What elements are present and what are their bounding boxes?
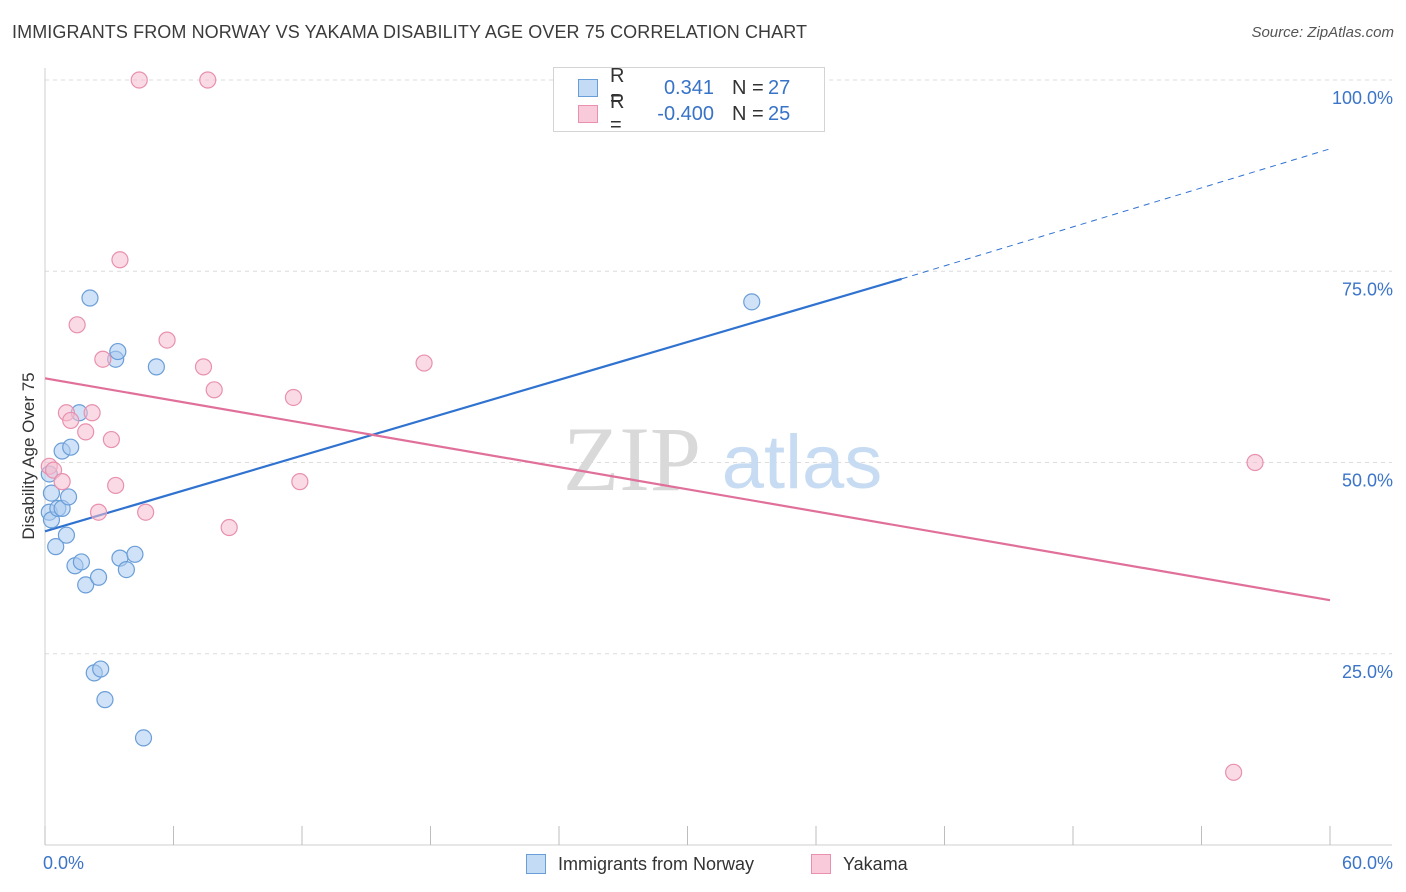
point-norway	[743, 293, 761, 311]
y-tick-label: 50.0%	[1342, 471, 1393, 491]
axes	[44, 68, 1392, 846]
y-tick-label: 75.0%	[1342, 279, 1393, 299]
legend-r-value: -0.400	[657, 102, 714, 125]
point-yakama	[158, 331, 176, 349]
trend-line-norway-extension	[901, 148, 1331, 280]
point-yakama	[107, 476, 125, 495]
point-norway	[96, 691, 114, 709]
point-yakama	[220, 518, 238, 537]
bottom-legend-norway: Immigrants from Norway	[526, 852, 754, 876]
point-yakama	[111, 251, 129, 269]
bottom-legend-label-yakama: Yakama	[843, 853, 908, 874]
bottom-legend-yakama: Yakama	[811, 852, 908, 876]
legend-r-label: R =	[610, 91, 625, 136]
bottom-legend-swatch-yakama	[811, 854, 831, 874]
trend-line-yakama	[44, 377, 1331, 602]
point-norway	[47, 538, 65, 556]
point-yakama	[1225, 763, 1243, 781]
chart-title: IMMIGRANTS FROM NORWAY VS YAKAMA DISABIL…	[12, 22, 808, 42]
point-norway	[72, 553, 91, 571]
legend-n-label: N =	[732, 76, 764, 99]
watermark: ZIP atlas	[563, 408, 882, 510]
data-points	[40, 71, 1264, 781]
point-yakama	[291, 473, 309, 491]
point-yakama	[89, 503, 108, 521]
point-yakama	[94, 350, 112, 368]
y-tick-label: 100.0%	[1332, 88, 1393, 108]
point-norway	[109, 342, 127, 361]
point-yakama	[53, 473, 71, 491]
point-norway	[147, 358, 165, 376]
legend-r-label: R =	[610, 65, 625, 110]
point-norway	[117, 560, 135, 579]
point-yakama	[102, 430, 120, 449]
point-yakama	[130, 71, 148, 89]
point-yakama	[77, 423, 95, 441]
trend-lines	[44, 148, 1331, 602]
legend-swatch-yakama	[578, 105, 598, 123]
x-tick-label: 60.0%	[1342, 853, 1393, 873]
bottom-legend-label-norway: Immigrants from Norway	[558, 853, 755, 874]
watermark-zip: ZIP	[563, 408, 701, 510]
x-tick-label: 0.0%	[43, 853, 84, 873]
tick-labels: 25.0% 50.0% 75.0% 100.0% 0.0% 60.0%	[43, 88, 1393, 873]
point-yakama	[205, 381, 223, 399]
point-yakama	[415, 354, 433, 372]
legend-n-value: 27	[768, 76, 791, 99]
y-axis-label: Disability Age Over 75	[19, 372, 38, 539]
source-label: Source: ZipAtlas.com	[1251, 24, 1394, 41]
point-norway	[126, 545, 144, 563]
point-yakama	[1246, 453, 1264, 472]
point-yakama	[284, 388, 303, 407]
legend-n-label: N =	[732, 102, 764, 125]
trend-line-norway	[44, 277, 902, 533]
point-norway	[59, 488, 78, 506]
point-norway	[42, 484, 61, 502]
point-yakama	[137, 503, 155, 521]
point-norway	[81, 289, 99, 307]
correlation-legend: R = 0.341 N = 27 R = -0.400 N = 25	[553, 65, 825, 136]
legend-n-value: 25	[768, 102, 791, 125]
point-yakama	[68, 316, 86, 334]
y-tick-label: 25.0%	[1342, 662, 1393, 682]
point-yakama	[62, 411, 80, 430]
bottom-legend-swatch-norway	[526, 854, 546, 874]
point-yakama	[83, 404, 101, 422]
point-norway	[62, 438, 80, 456]
watermark-atlas: atlas	[722, 420, 883, 505]
point-norway	[134, 729, 153, 747]
point-yakama	[199, 71, 217, 89]
legend-row-yakama: R = -0.400 N = 25	[578, 91, 791, 136]
point-norway	[77, 576, 95, 594]
point-norway	[89, 568, 108, 586]
legend-r-value: 0.341	[663, 76, 714, 99]
point-yakama	[44, 461, 63, 479]
legend-swatch-norway	[578, 79, 598, 97]
point-norway	[92, 660, 110, 678]
point-yakama	[194, 358, 213, 376]
point-norway	[57, 526, 76, 544]
grid-lines	[45, 79, 1392, 655]
legend-row-norway: R = 0.341 N = 27	[578, 65, 791, 110]
